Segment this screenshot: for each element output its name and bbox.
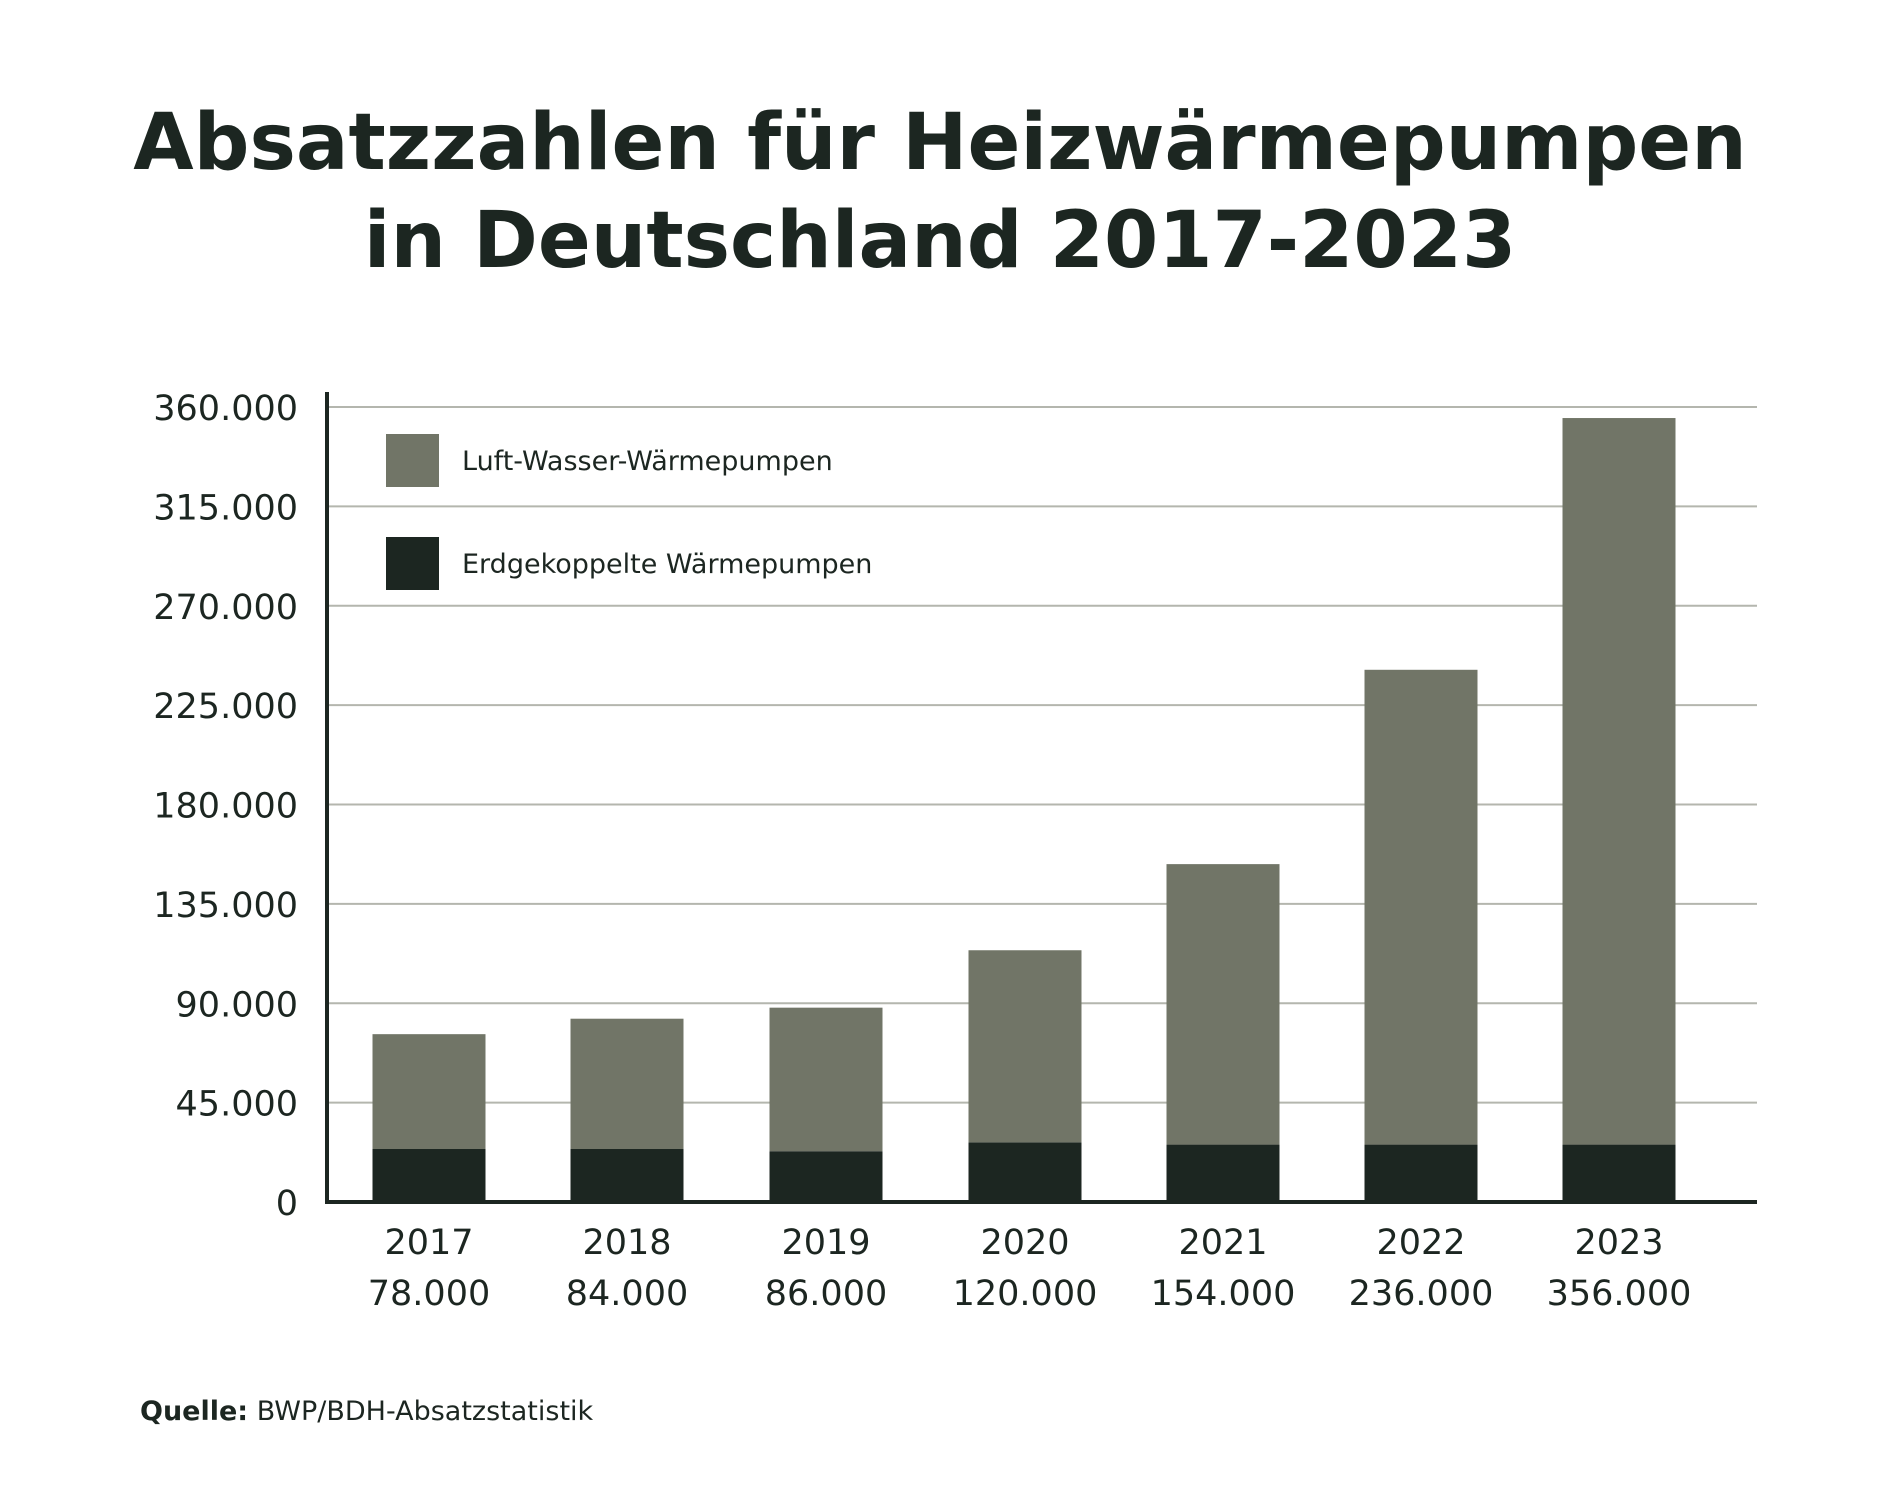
legend-swatch <box>386 434 439 487</box>
x-total-label: 356.000 <box>1547 1274 1692 1314</box>
x-category-label: 2023 <box>1574 1223 1663 1263</box>
bar-segment <box>968 950 1082 1143</box>
x-category-label: 2020 <box>980 1223 1069 1263</box>
y-tick-label: 180.000 <box>153 787 298 827</box>
x-category-label: 2017 <box>384 1223 473 1263</box>
bar-segment <box>570 1149 684 1202</box>
category-labels: 2017 78.000 2018 84.000 2019 86.000 2020 120.00… <box>368 1223 1692 1314</box>
bar-segment <box>769 1007 883 1152</box>
x-total-label: 84.000 <box>566 1274 688 1314</box>
y-tick-label: 0 <box>276 1184 298 1224</box>
y-tick-label: 90.000 <box>176 985 298 1025</box>
chart-title-line-2: in Deutschland 2017-2023 <box>363 196 1517 286</box>
x-category-label: 2018 <box>582 1223 671 1263</box>
axes <box>325 392 1757 1204</box>
chart-title-line-1: Absatzzahlen für Heizwärmepumpen <box>133 98 1747 188</box>
bar-segment <box>570 1018 684 1149</box>
bar-segment <box>372 1149 486 1202</box>
bar-segment <box>1562 418 1676 1145</box>
bar-segment <box>1364 1144 1478 1202</box>
legend: Luft-Wasser-Wärmepumpen Erdgekoppelte Wär… <box>386 434 872 590</box>
grid-lines <box>327 406 1757 1104</box>
x-total-label: 78.000 <box>368 1274 490 1314</box>
bar-segment <box>1166 1144 1280 1202</box>
bars <box>372 418 1676 1202</box>
y-tick-label: 360.000 <box>153 389 298 429</box>
bar-segment <box>1166 864 1280 1145</box>
y-tick-label: 135.000 <box>153 886 298 926</box>
bar-segment <box>769 1151 883 1202</box>
x-total-label: 86.000 <box>765 1274 887 1314</box>
bar-segment <box>1562 1144 1676 1202</box>
x-total-label: 236.000 <box>1349 1274 1494 1314</box>
bar-segment <box>372 1034 486 1149</box>
legend-label: Luft-Wasser-Wärmepumpen <box>462 446 833 477</box>
x-category-label: 2019 <box>781 1223 870 1263</box>
x-category-label: 2022 <box>1376 1223 1465 1263</box>
y-tick-label: 45.000 <box>176 1085 298 1125</box>
x-total-label: 120.000 <box>953 1274 1098 1314</box>
x-total-label: 154.000 <box>1151 1274 1296 1314</box>
y-tick-label: 270.000 <box>153 588 298 628</box>
y-tick-label: 315.000 <box>153 488 298 528</box>
legend-label: Erdgekoppelte Wärmepumpen <box>462 549 872 580</box>
source-text: BWP/BDH-Absatzstatistik <box>256 1396 594 1427</box>
x-category-label: 2021 <box>1178 1223 1267 1263</box>
source-label: Quelle: <box>140 1396 249 1427</box>
bar-segment <box>1364 669 1478 1145</box>
y-tick-labels: 0 45.000 90.000 135.000 180.000 225.000 270.00… <box>153 389 298 1224</box>
bar-segment <box>968 1142 1082 1202</box>
y-tick-label: 225.000 <box>153 687 298 727</box>
source-note: Quelle: BWP/BDH-Absatzstatistik <box>140 1396 593 1427</box>
legend-swatch <box>386 537 439 590</box>
